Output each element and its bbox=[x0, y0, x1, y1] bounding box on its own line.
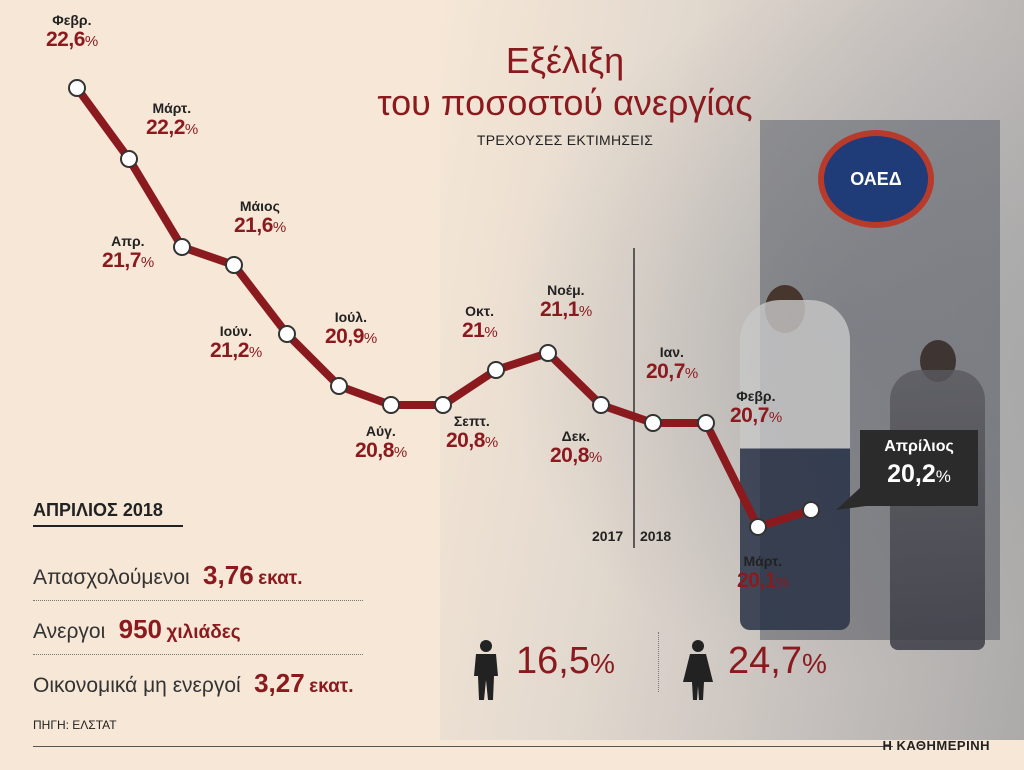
stat-inactive-label: Οικονομικά μη ενεργοί bbox=[33, 674, 241, 697]
stats-title: ΑΠΡΙΛΙΟΣ 2018 bbox=[33, 500, 183, 527]
data-label-month: Ιαν. bbox=[659, 344, 684, 360]
chart-title-line2: του ποσοστού ανεργίας bbox=[377, 82, 753, 123]
data-label-month: Απρ. bbox=[111, 233, 145, 249]
data-point bbox=[749, 518, 767, 536]
year-label-2018: 2018 bbox=[640, 528, 672, 544]
stat-unemployed-unit: χιλιάδες bbox=[166, 622, 241, 643]
data-point bbox=[487, 361, 505, 379]
callout-value: 20,2% bbox=[887, 460, 951, 488]
data-label-value: 20,7% bbox=[646, 360, 698, 383]
data-label-value: 20,8% bbox=[446, 429, 498, 452]
woman-icon bbox=[683, 640, 713, 700]
data-label: Ιούν. 21,2% bbox=[210, 323, 262, 363]
women-unemployment-rate: 24,7% bbox=[728, 640, 827, 682]
data-label-month: Μάρτ. bbox=[152, 100, 192, 116]
data-label: Νοέμ. 21,1% bbox=[540, 282, 592, 322]
stat-inactive-unit: εκατ. bbox=[309, 676, 354, 697]
data-label: Οκτ. 21% bbox=[462, 303, 498, 343]
chart-subtitle: ΤΡΕΧΟΥΣΕΣ ΕΚΤΙΜΗΣΕΙΣ bbox=[476, 132, 654, 148]
data-label-value: 21,1% bbox=[540, 298, 592, 321]
stat-unemployed-value: 950 bbox=[118, 614, 163, 644]
chart-title: Εξέλιξη του ποσοστού ανεργίας bbox=[350, 40, 780, 124]
stat-employed-unit: εκατ. bbox=[258, 568, 303, 589]
data-label-month: Οκτ. bbox=[465, 303, 495, 319]
data-label-value: 21,2% bbox=[210, 339, 262, 362]
data-label-value: 22,6% bbox=[46, 28, 98, 51]
oaed-sign-logo: ΟΑΕΔ bbox=[818, 130, 934, 228]
photo-person-2 bbox=[890, 370, 985, 650]
data-label: Μάιος 21,6% bbox=[234, 198, 286, 238]
callout-pointer bbox=[836, 488, 866, 510]
callout-month: Απρίλιος bbox=[884, 438, 954, 455]
data-label: Μάρτ. 22,2% bbox=[146, 100, 198, 140]
data-point bbox=[68, 79, 86, 97]
data-label-value: 20,1% bbox=[737, 569, 789, 592]
data-label: Σεπτ. 20,8% bbox=[446, 413, 498, 453]
data-label-month: Φεβρ. bbox=[736, 388, 776, 404]
data-point bbox=[592, 396, 610, 414]
data-point bbox=[382, 396, 400, 414]
data-label-value: 20,8% bbox=[355, 439, 407, 462]
data-label-month: Αύγ. bbox=[365, 423, 396, 439]
data-point bbox=[434, 396, 452, 414]
data-label: Φεβρ. 22,6% bbox=[46, 12, 98, 52]
data-label-value: 20,9% bbox=[325, 325, 377, 348]
stat-inactive-value: 3,27 bbox=[254, 668, 305, 698]
source-note: ΠΗΓΗ: ΕΛΣΤΑΤ bbox=[33, 718, 117, 732]
divider bbox=[33, 654, 363, 655]
data-point bbox=[173, 238, 191, 256]
data-label-month: Ιούλ. bbox=[334, 309, 367, 325]
data-label-month: Νοέμ. bbox=[547, 282, 585, 298]
data-point bbox=[697, 414, 715, 432]
latest-value-callout: Απρίλιος 20,2% bbox=[860, 430, 978, 506]
data-label-month: Μάρτ. bbox=[743, 553, 783, 569]
data-point bbox=[120, 150, 138, 168]
photo-person bbox=[740, 300, 850, 630]
publisher-brand: Η ΚΑΘΗΜΕΡΙΝΗ bbox=[882, 738, 990, 753]
stat-inactive: Οικονομικά μη ενεργοί 3,27 εκατ. bbox=[33, 668, 453, 699]
data-label-month: Μάιος bbox=[239, 198, 280, 214]
chart-title-line1: Εξέλιξη bbox=[505, 40, 625, 81]
data-label: Μάρτ. 20,1% bbox=[737, 553, 789, 593]
data-label: Ιούλ. 20,9% bbox=[325, 309, 377, 349]
data-point bbox=[278, 325, 296, 343]
data-label-month: Δεκ. bbox=[561, 428, 591, 444]
data-label: Αύγ. 20,8% bbox=[355, 423, 407, 463]
data-label: Απρ. 21,7% bbox=[102, 233, 154, 273]
data-label-value: 21% bbox=[462, 319, 498, 342]
data-point bbox=[802, 501, 820, 519]
stat-employed-label: Απασχολούμενοι bbox=[33, 566, 190, 589]
stat-unemployed-label: Ανεργοι bbox=[33, 620, 106, 643]
data-label: Ιαν. 20,7% bbox=[646, 344, 698, 384]
men-unemployment-rate: 16,5% bbox=[516, 640, 615, 682]
data-label-month: Σεπτ. bbox=[453, 413, 490, 429]
stat-employed-value: 3,76 bbox=[203, 560, 254, 590]
data-label: Φεβρ. 20,7% bbox=[730, 388, 782, 428]
data-point bbox=[330, 377, 348, 395]
data-point bbox=[225, 256, 243, 274]
series-line bbox=[73, 85, 813, 531]
data-point bbox=[539, 344, 557, 362]
data-label-month: Φεβρ. bbox=[52, 12, 92, 28]
data-label-month: Ιούν. bbox=[219, 323, 252, 339]
man-icon bbox=[474, 640, 498, 700]
year-label-2017: 2017 bbox=[592, 528, 624, 544]
data-label-value: 21,6% bbox=[234, 214, 286, 237]
divider bbox=[33, 600, 363, 601]
stat-unemployed: Ανεργοι 950 χιλιάδες bbox=[33, 614, 363, 645]
footer-rule bbox=[33, 746, 893, 747]
data-label-value: 20,7% bbox=[730, 404, 782, 427]
data-label-value: 22,2% bbox=[146, 116, 198, 139]
stat-employed: Απασχολούμενοι 3,76 εκατ. bbox=[33, 560, 363, 591]
data-label: Δεκ. 20,8% bbox=[550, 428, 602, 468]
data-point bbox=[644, 414, 662, 432]
data-label-value: 20,8% bbox=[550, 444, 602, 467]
divider bbox=[658, 632, 659, 692]
data-label-value: 21,7% bbox=[102, 249, 154, 272]
